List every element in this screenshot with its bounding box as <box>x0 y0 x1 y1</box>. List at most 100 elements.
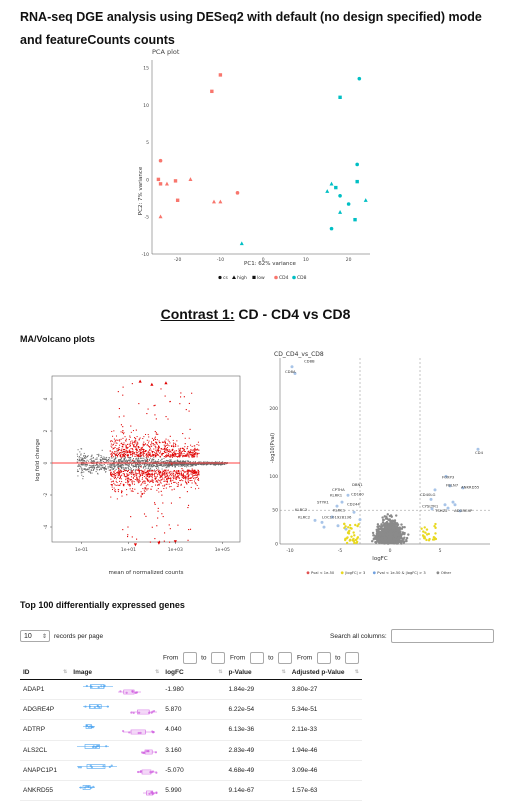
table-row[interactable]: ALS2CL 3.160 2.83e-49 1.94e-46 <box>20 740 362 761</box>
ma-volcano-heading: MA/Volcano plots <box>20 334 95 344</box>
cell-image <box>70 760 163 781</box>
pca-point <box>325 189 330 193</box>
pca-ytick-label: -10 <box>142 252 149 258</box>
volcano-sig-point <box>430 507 434 511</box>
volcano-sig-point <box>446 506 450 510</box>
pvalue-from-input[interactable] <box>249 651 264 664</box>
pca-point <box>164 181 169 186</box>
table-row[interactable]: ANAPC1P1 -5.070 4.68e-49 3.09e-46 <box>20 760 362 781</box>
volcano-sig-point <box>346 493 350 497</box>
pca-point <box>334 185 338 190</box>
volcano-sig-point <box>476 447 480 451</box>
genes-table: ID ⇅ Image ⇅ logFC ⇅ p-Value ⇅ Adjusted p-Va… <box>20 665 362 802</box>
cell-padj: 2.11e-33 <box>288 719 362 741</box>
cell-id: ANAPC1P1 <box>20 760 71 781</box>
pca-point <box>353 217 357 222</box>
expression-strip <box>77 744 158 755</box>
contrast-name: CD - CD4 vs CD8 <box>238 306 351 322</box>
pca-legend-label: low <box>257 275 265 281</box>
volcano-sig-point <box>290 365 294 369</box>
cell-padj: 1.94e-46 <box>288 740 362 761</box>
column-header-id[interactable]: ID ⇅ <box>20 665 71 680</box>
cell-logfc: -5.070 <box>162 760 226 781</box>
pca-legend-label: cs <box>223 276 228 281</box>
pca-xtick-label: 10 <box>303 257 309 263</box>
ma-ytick-label: -2 <box>43 493 49 498</box>
cell-pvalue: 2.83e-49 <box>225 740 289 761</box>
ma-outlier-triangle <box>157 541 161 545</box>
table-row[interactable]: ADTRP 4.040 6.13e-36 2.11e-33 <box>20 719 362 741</box>
pca-legend-label: CD8 <box>297 275 307 281</box>
pca-point <box>357 76 362 81</box>
search-input[interactable] <box>390 629 494 643</box>
volcano-gene-label: KLRC1 <box>333 508 346 513</box>
pca-ytick-label: 0 <box>146 177 149 183</box>
pvalue-to-label: to <box>268 654 274 662</box>
volcano-sig-point <box>443 503 447 507</box>
volcano-sig-point <box>313 518 317 522</box>
pca-point <box>218 73 223 77</box>
volcano-legend-dot <box>306 571 310 575</box>
volcano-gene-label: CD8A <box>285 369 296 374</box>
volcano-axes: 200 100 50 0 -10 -5 0 5 <box>269 358 490 554</box>
pvalue-filter: From to <box>230 649 292 667</box>
cell-id: ADAP1 <box>20 679 71 701</box>
volcano-sig-point <box>429 497 433 501</box>
sort-icon: ⇅ <box>63 668 68 675</box>
chevron-updown-icon: ⇕ <box>41 634 47 640</box>
pca-xtick-label: 20 <box>346 257 352 263</box>
search-control: Search all columns: <box>330 629 494 643</box>
cell-pvalue: 9.14e-67 <box>225 780 289 802</box>
pca-point <box>188 177 193 181</box>
pvalue-from-label: From <box>230 654 246 662</box>
volcano-sig-point <box>336 524 340 528</box>
pca-point <box>158 214 163 219</box>
table-row[interactable]: ADAP1 -1.980 1.84e-29 3.80e-27 <box>20 679 362 701</box>
pca-point <box>211 199 216 204</box>
logfc-filter: From to <box>163 649 225 667</box>
cell-logfc: 5.870 <box>162 699 226 721</box>
column-header-logfc[interactable]: logFC ⇅ <box>162 665 226 680</box>
pca-point <box>338 95 342 100</box>
logfc-to-input[interactable] <box>210 651 225 664</box>
cell-padj: 3.80e-27 <box>288 679 362 701</box>
table-row[interactable]: ADGRE4P 5.870 6.22e-54 5.34e-51 <box>20 699 362 721</box>
ma-plot: 4 2 0 -2 -4 1e-01 1e+01 1e+03 1e+05 mean of norm… <box>35 375 241 576</box>
padj-from-label: From <box>297 654 313 662</box>
ma-xtick-label: 1e+01 <box>121 547 136 553</box>
volcano-sig-point <box>458 509 462 513</box>
volcano-sig-point <box>461 486 465 490</box>
cell-image <box>70 780 163 802</box>
column-header-padj[interactable]: Adjusted p-Value ⇅ <box>288 665 362 680</box>
sort-icon: ⇅ <box>218 668 223 675</box>
length-select[interactable]: 10 ⇕ <box>20 630 50 642</box>
expression-strip <box>79 784 158 795</box>
cell-padj: 3.09e-46 <box>288 760 362 781</box>
volcano-xlabel: logFC <box>372 556 388 562</box>
pvalue-to-input[interactable] <box>277 651 292 664</box>
cell-pvalue: 6.22e-54 <box>225 699 289 721</box>
volcano-sig-point <box>340 500 344 504</box>
pca-plot: PCA plot 15 10 5 0 -5 -10 -20 -10 0 10 20 PC1: 62%… <box>138 48 370 281</box>
pca-axes: 15 10 5 0 -5 -10 -20 -10 0 10 20 <box>142 60 370 263</box>
volcano-ytick-label: 0 <box>275 542 278 548</box>
pca-legend-label: high <box>237 275 247 281</box>
sort-icon: ⇅ <box>354 668 359 675</box>
contrast-label: Contrast 1: <box>160 306 235 322</box>
column-header-image[interactable]: Image ⇅ <box>70 665 163 680</box>
volcano-sig-point <box>322 525 326 529</box>
padj-filter: From to <box>297 649 359 667</box>
table-row[interactable]: ANKRD55 5.990 9.14e-67 1.57e-63 <box>20 780 362 802</box>
column-header-pvalue[interactable]: p-Value ⇅ <box>225 665 289 680</box>
volcano-sig-point <box>335 504 339 508</box>
padj-from-input[interactable] <box>316 651 331 664</box>
pca-point <box>329 181 334 186</box>
volcano-legend-label: Pval < 1e-50 & |logFC| > 3 <box>377 571 425 575</box>
volcano-legend: Pval < 1e-50 |logFC| > 3 Pval < 1e-50 & |l… <box>306 571 452 575</box>
logfc-from-input[interactable] <box>182 651 197 664</box>
padj-to-input[interactable] <box>344 651 359 664</box>
cell-image <box>70 719 163 741</box>
pca-point <box>158 182 163 186</box>
ma-outlier-triangle <box>138 379 142 383</box>
ma-xlabel: mean of normalized counts <box>108 570 183 576</box>
